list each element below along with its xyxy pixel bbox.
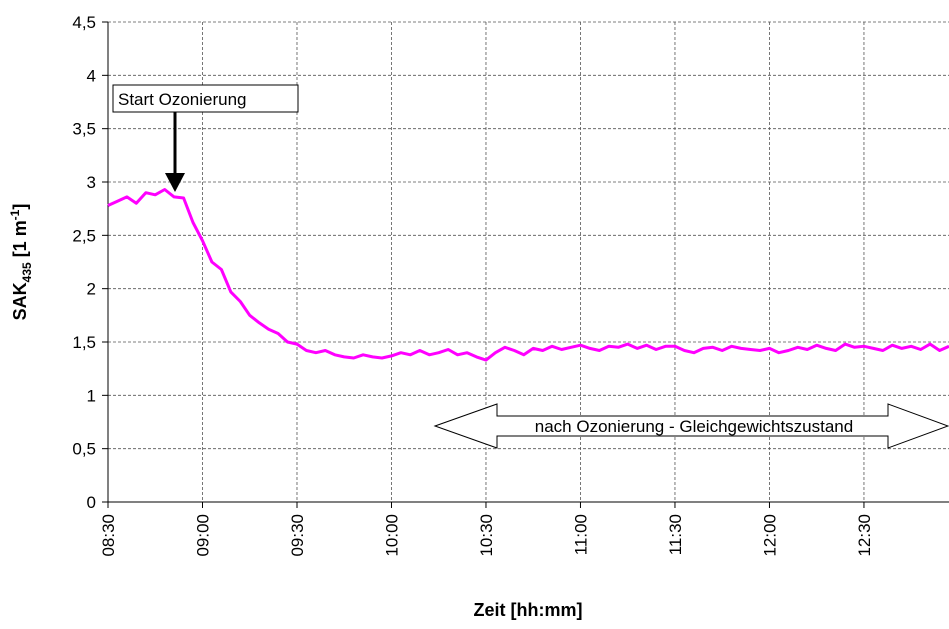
plot-area: 0 0,5 1 1,5 2 2,5 3 3,5 4 4,5 08:30 09:00 09:30 10:00… — [72, 13, 949, 557]
data-line — [107, 188, 949, 362]
y-tick-label: 2 — [87, 280, 96, 299]
y-tick-label: 4,5 — [72, 13, 96, 32]
x-tick-label: 11:30 — [666, 514, 685, 555]
y-label-sup: -1 — [8, 209, 22, 220]
x-tick-label: 09:00 — [193, 514, 212, 557]
annotation: Start Ozonierung — [118, 90, 247, 109]
y-tick-label: 1,5 — [72, 333, 96, 352]
y-tick-label: 4 — [87, 66, 96, 85]
x-tick-label: 09:30 — [288, 514, 307, 557]
y-label-unit: [1 m — [10, 220, 30, 262]
x-tick-label: 11:00 — [571, 514, 590, 555]
y-axis-label: SAK435 [1 m-1] — [8, 204, 34, 321]
annotation-box — [112, 84, 299, 113]
y-label-close: ] — [10, 204, 30, 210]
x-tick-label: 10:30 — [477, 514, 496, 557]
y-tick-label: 0,5 — [72, 440, 96, 459]
x-tick-label: 08:30 — [99, 514, 118, 557]
y-tick-label: 2,5 — [72, 226, 96, 245]
x-axis-label: Zeit [hh:mm] — [474, 600, 583, 620]
x-tick-label: 10:00 — [382, 514, 401, 557]
y-label-main: SAK — [10, 282, 30, 320]
y-tick-label: 3 — [87, 173, 96, 192]
y-tick-label: 1 — [87, 386, 96, 405]
y-tick-label: 0 — [87, 493, 96, 512]
arrow-head — [165, 173, 185, 192]
x-tick-label: 12:00 — [760, 514, 779, 557]
y-label-sub: 435 — [20, 262, 34, 282]
x-tick-label: 12:30 — [855, 514, 874, 557]
y-tick-label: 3,5 — [72, 120, 96, 139]
annotation: nach Ozonierung - Gleichgewichtszustand — [535, 417, 853, 436]
double-arrow — [433, 403, 949, 449]
